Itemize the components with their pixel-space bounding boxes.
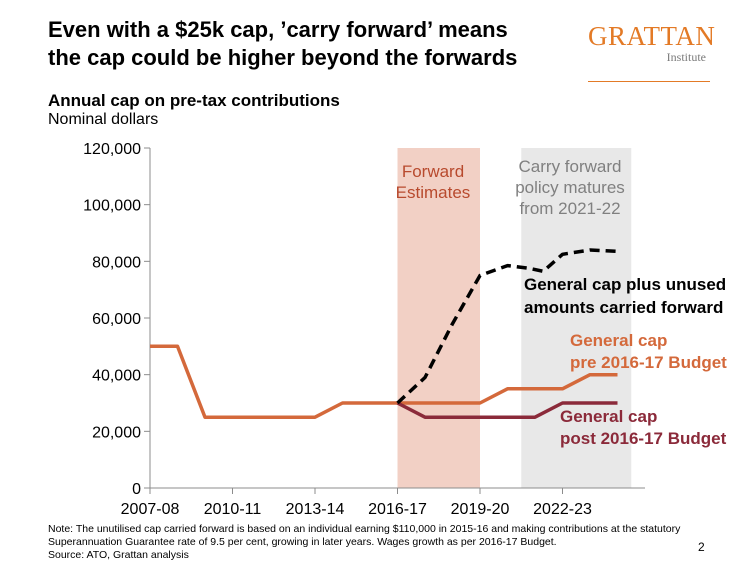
y-tick-label-5: 100,000 — [83, 198, 141, 215]
shaded-region-2-label-3: from 2021-22 — [519, 199, 620, 218]
footnote: Note: The unutilised cap carried forward… — [48, 523, 688, 562]
series-line-2 — [150, 344, 618, 419]
y-tick-label-6: 120,000 — [83, 141, 141, 158]
logo-word: GRATTAN — [588, 21, 716, 51]
title-rule — [588, 81, 710, 82]
y-tick-label-4: 80,000 — [92, 254, 141, 271]
line-chart: Forward Estimates Carry forward policy matu… — [83, 141, 727, 518]
note-line-1: Note: The unutilised cap carried forward… — [48, 523, 681, 535]
title-line-2: the cap could be higher beyond the forwa… — [48, 45, 518, 70]
series-label-2-line-2: pre 2016-17 Budget — [570, 353, 727, 372]
series-line-1 — [396, 248, 618, 405]
y-tick-label-0: 0 — [132, 481, 141, 498]
chart-subtitle: Annual cap on pre-tax contributions — [48, 91, 340, 110]
shaded-region-1 — [397, 148, 480, 488]
series-line-3 — [396, 401, 618, 419]
shaded-region-2-label-2: policy matures — [515, 178, 625, 197]
x-tick-label-2: 2013-14 — [286, 501, 345, 518]
x-tick-label-3: 2016-17 — [368, 501, 427, 518]
x-tick-label-1: 2010-11 — [204, 501, 262, 518]
note-line-2: Superannuation Guarantee rate of 9.5 per… — [48, 536, 557, 548]
series-label-3-line-1: General cap — [560, 407, 657, 426]
x-tick-label-0: 2007-08 — [121, 501, 180, 518]
grattan-logo: GRATTAN Institute — [588, 21, 716, 64]
y-tick-label-1: 20,000 — [92, 424, 141, 441]
page-number: 2 — [698, 540, 705, 554]
series-label-1-line-2: amounts carried forward — [524, 298, 723, 317]
series-label-3-line-2: post 2016-17 Budget — [560, 429, 727, 448]
series-label-1-line-1: General cap plus unused — [524, 275, 726, 294]
source-line: Source: ATO, Grattan analysis — [48, 549, 189, 561]
shaded-region-2 — [521, 148, 632, 488]
shaded-region-1-label-2: Estimates — [396, 183, 471, 202]
series-label-2-line-1: General cap — [570, 331, 667, 350]
chart-title: Even with a $25k cap, ’carry forward’ me… — [48, 16, 588, 72]
y-tick-label-3: 60,000 — [92, 311, 141, 328]
shaded-region-2-label-1: Carry forward — [519, 157, 622, 176]
chart-units: Nominal dollars — [48, 111, 159, 128]
logo-subtext: Institute — [666, 50, 706, 64]
title-line-1: Even with a $25k cap, ’carry forward’ me… — [48, 17, 508, 42]
x-tick-label-5: 2022-23 — [533, 501, 592, 518]
y-tick-label-2: 40,000 — [92, 368, 141, 385]
shaded-region-1-label-1: Forward — [402, 162, 464, 181]
x-tick-label-4: 2019-20 — [451, 501, 510, 518]
